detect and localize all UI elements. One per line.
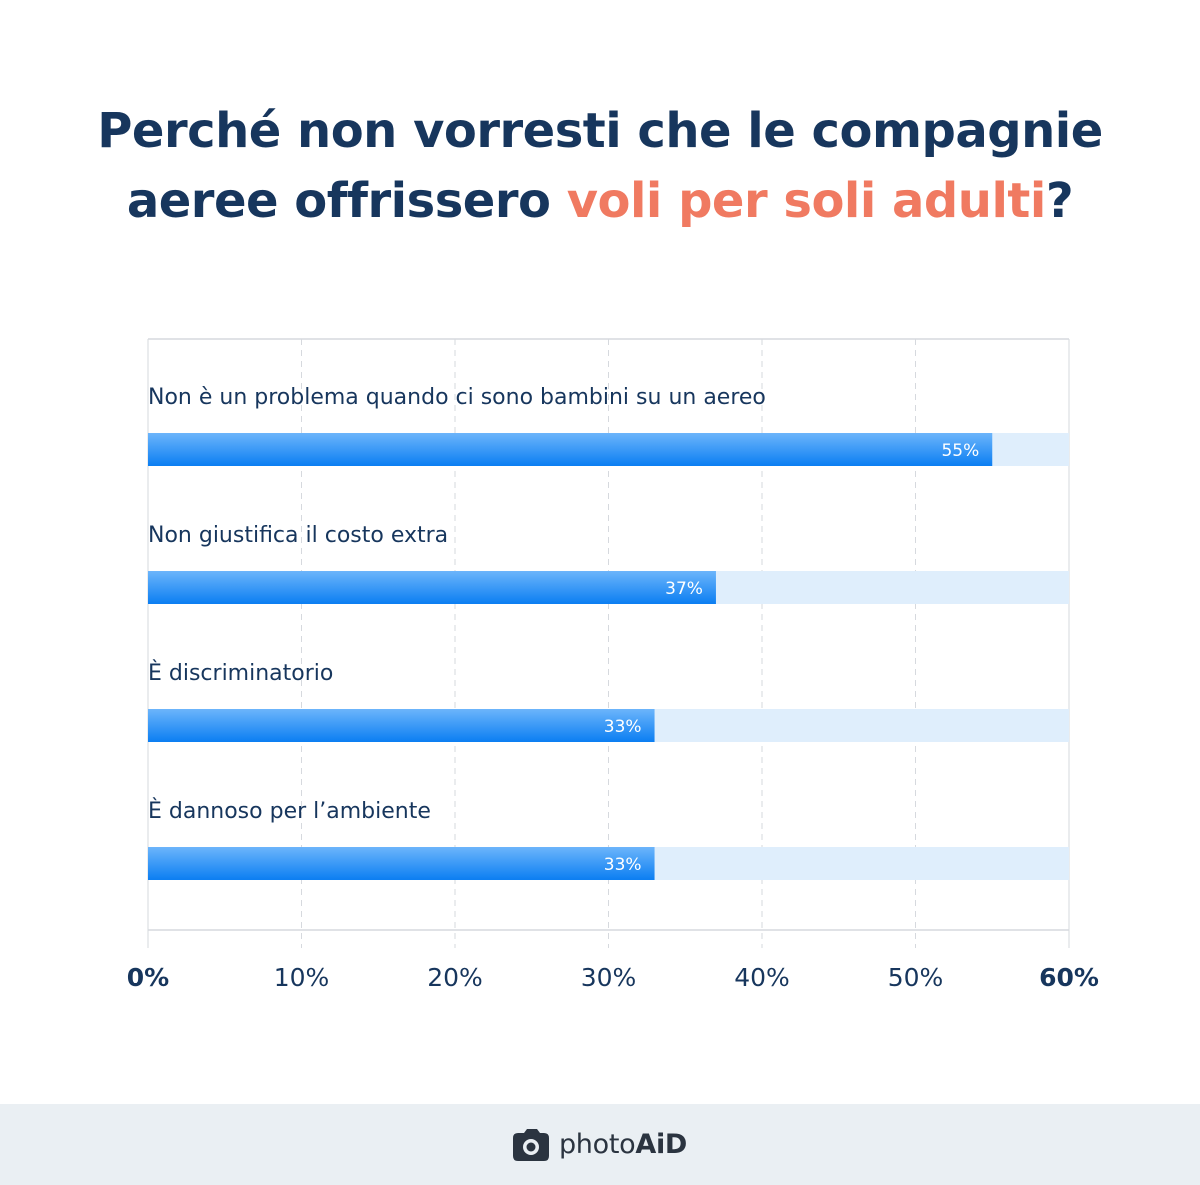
bar-value-label: 33% [604, 717, 642, 737]
title-line-1: Perché non vorresti che le compagnie [97, 103, 1103, 159]
brand-logo: photoAiD [0, 1104, 1200, 1185]
bar [148, 709, 655, 742]
title-line-2-prefix: aeree offrissero [126, 173, 567, 229]
x-tick-label: 10% [274, 963, 330, 992]
bar [148, 847, 655, 880]
category-label: È dannoso per l’ambiente [148, 798, 431, 824]
bars: Non è un problema quando ci sono bambini… [148, 385, 1069, 880]
x-axis-ticks: 0% 10% 20% 30% 40% 50% 60% [127, 963, 1099, 992]
bar-value-label: 55% [941, 441, 979, 461]
x-tick-label: 20% [427, 963, 483, 992]
title-highlight: voli per soli adulti [566, 173, 1047, 229]
title-line-2-suffix: ? [1045, 173, 1074, 229]
bar-chart: Non è un problema quando ci sono bambini… [127, 338, 1099, 992]
category-label: È discriminatorio [148, 660, 333, 686]
chart-title: Perché non vorresti che le compagnie aer… [0, 96, 1200, 236]
bar-value-label: 33% [604, 855, 642, 875]
bar-value-label: 37% [665, 579, 703, 599]
x-tick-label: 40% [734, 963, 790, 992]
brand-name: photoAiD [558, 1129, 688, 1160]
bar [148, 433, 993, 466]
category-label: Non giustifica il costo extra [148, 523, 448, 548]
footer: photoAiD [0, 1104, 1200, 1185]
x-tick-label: 0% [127, 963, 169, 992]
camera-icon [512, 1128, 549, 1161]
category-label: Non è un problema quando ci sono bambini… [148, 385, 766, 410]
bar [148, 571, 716, 604]
x-tick-label: 30% [581, 963, 637, 992]
x-tick-label: 50% [888, 963, 944, 992]
x-tick-label: 60% [1039, 963, 1099, 992]
